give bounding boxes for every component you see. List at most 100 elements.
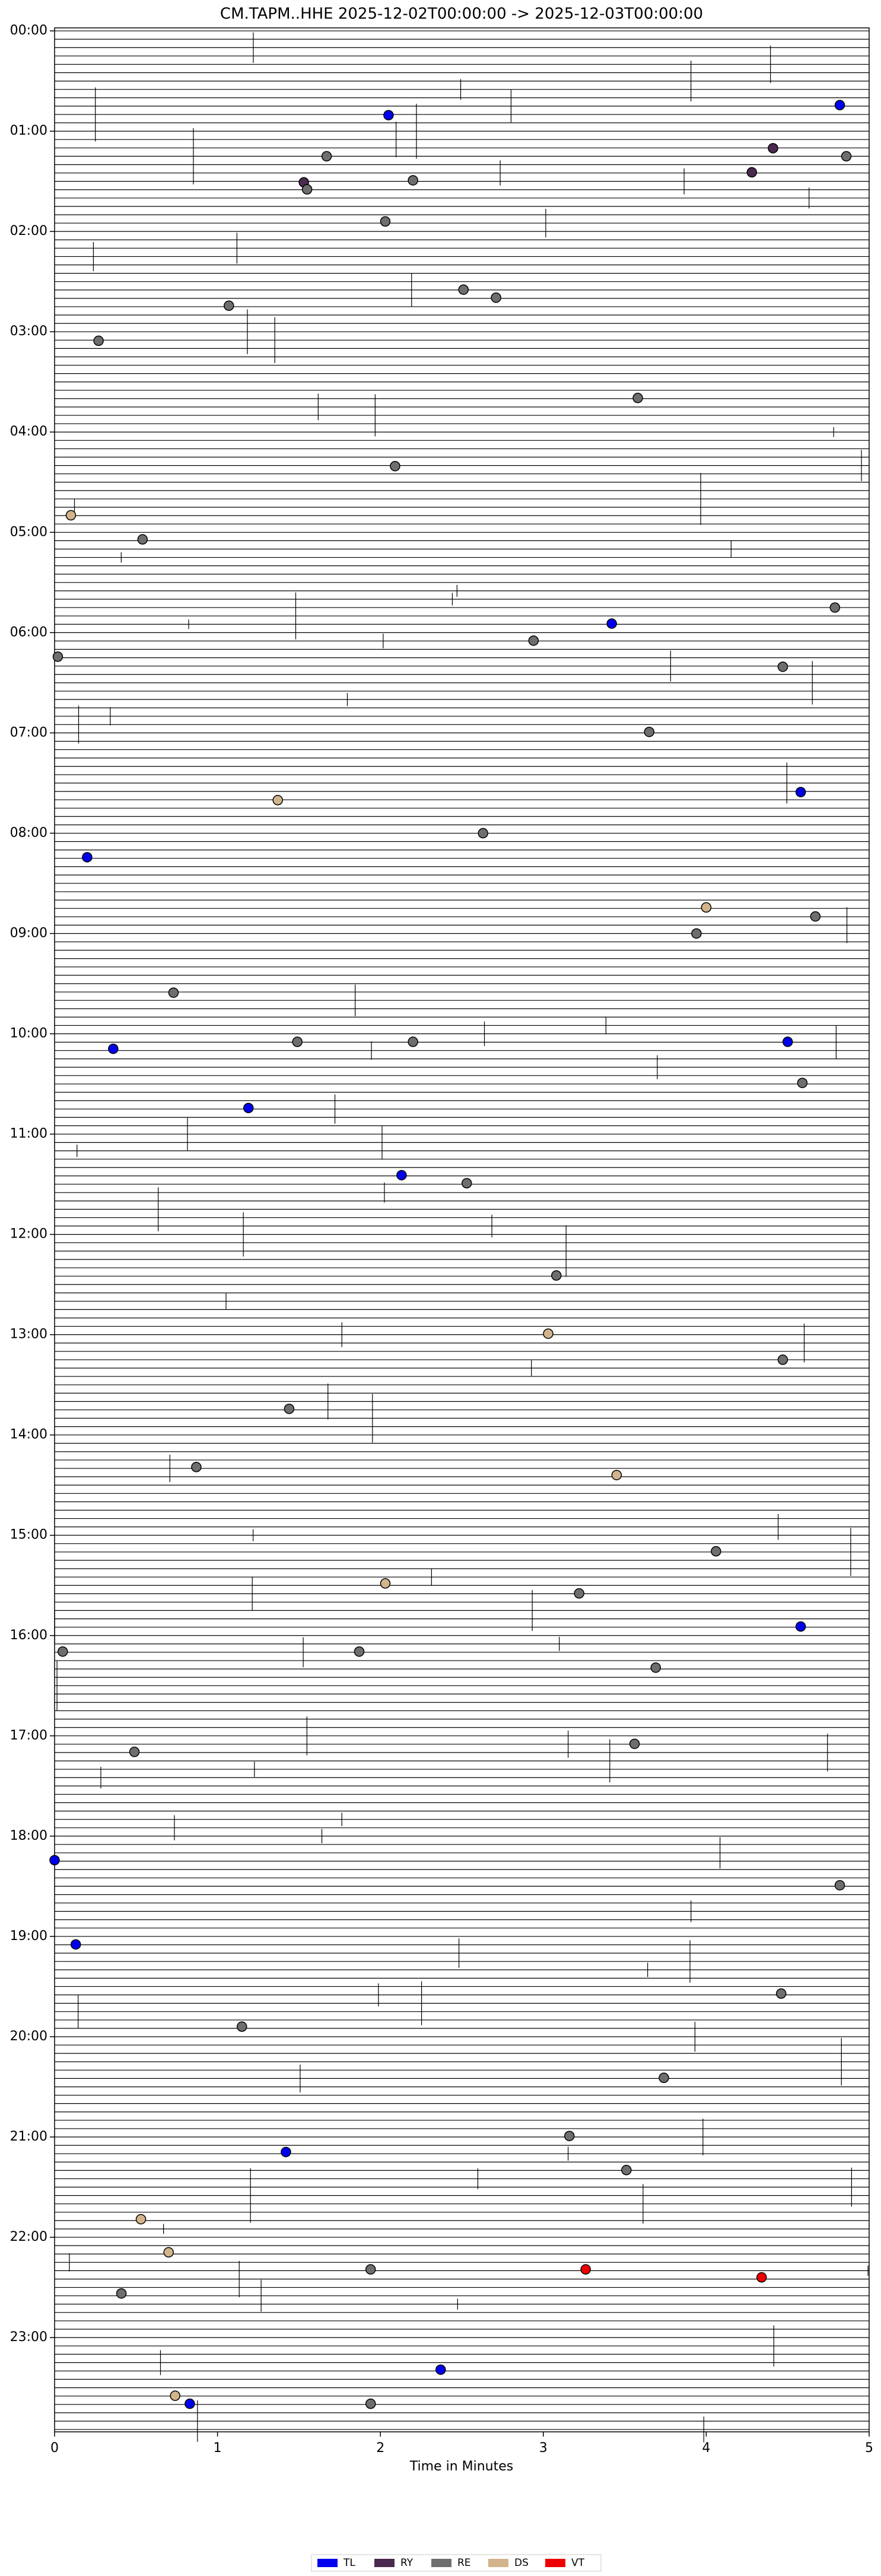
y-tick-label: 18:00: [10, 1828, 47, 1843]
legend-label: DS: [514, 2557, 529, 2569]
legend-swatch: [374, 2559, 395, 2567]
event-marker: [52, 651, 63, 662]
event-marker: [383, 110, 394, 120]
y-tick-label: 20:00: [10, 2029, 47, 2044]
event-marker: [170, 2390, 180, 2401]
y-tick-label: 15:00: [10, 1528, 47, 1543]
y-tick-label: 23:00: [10, 2330, 47, 2345]
event-marker: [116, 2288, 127, 2299]
y-tick-label: 19:00: [10, 1929, 47, 1944]
legend-swatch: [488, 2559, 508, 2567]
event-marker: [632, 393, 643, 403]
event-marker: [829, 602, 841, 613]
event-marker: [281, 2146, 291, 2158]
y-tick-label: 17:00: [10, 1728, 47, 1743]
event-marker: [396, 1170, 407, 1181]
event-marker: [611, 1470, 622, 1481]
event-marker: [321, 151, 332, 162]
event-marker: [354, 1646, 365, 1657]
event-marker: [841, 151, 852, 162]
x-tick-label: 3: [539, 2441, 548, 2456]
legend-label: VT: [571, 2557, 585, 2569]
event-marker: [224, 300, 234, 311]
event-marker: [365, 2264, 376, 2275]
event-marker: [629, 1738, 640, 1750]
x-tick-label: 2: [376, 2441, 384, 2456]
event-marker: [551, 1270, 562, 1281]
y-tick-label: 22:00: [10, 2230, 47, 2244]
event-marker: [491, 292, 501, 303]
y-tick-label: 10:00: [10, 1026, 47, 1041]
legend-swatch: [431, 2559, 451, 2567]
y-tick-label: 01:00: [10, 123, 47, 138]
y-tick-label: 02:00: [10, 224, 47, 238]
event-marker: [408, 175, 418, 186]
event-marker: [93, 335, 104, 346]
event-marker: [797, 1077, 808, 1089]
y-tick-label: 08:00: [10, 825, 47, 840]
event-marker: [129, 1747, 140, 1757]
event-marker: [756, 2272, 767, 2283]
y-tick-label: 11:00: [10, 1127, 47, 1141]
y-tick-label: 21:00: [10, 2129, 47, 2144]
event-marker: [70, 1939, 81, 1950]
event-marker: [701, 902, 712, 913]
event-marker: [461, 1178, 472, 1189]
event-marker: [191, 1462, 202, 1473]
event-marker: [390, 460, 400, 472]
event-marker: [777, 1354, 788, 1365]
event-marker: [777, 662, 788, 672]
plot-frame: [54, 27, 870, 2432]
event-marker: [659, 2072, 669, 2084]
y-tick-label: 03:00: [10, 324, 47, 339]
event-marker: [163, 2247, 174, 2258]
event-marker: [458, 284, 469, 295]
y-tick-label: 05:00: [10, 524, 47, 539]
event-marker: [380, 216, 391, 227]
event-marker: [408, 1036, 418, 1047]
y-tick-label: 04:00: [10, 424, 47, 439]
event-marker: [691, 928, 702, 939]
event-marker: [810, 911, 821, 922]
chart-title: CM.TAPM..HHE 2025-12-02T00:00:00 -> 2025…: [220, 5, 703, 23]
event-marker: [435, 2364, 446, 2375]
event-marker: [782, 1036, 793, 1047]
event-marker: [574, 1588, 584, 1599]
y-tick-label: 00:00: [10, 23, 47, 38]
event-marker: [580, 2264, 591, 2275]
legend-swatch: [317, 2559, 338, 2567]
event-marker: [834, 100, 845, 110]
event-marker: [292, 1036, 303, 1047]
event-marker: [185, 2398, 195, 2409]
event-marker: [650, 1662, 661, 1673]
event-marker: [237, 2021, 247, 2032]
legend-label: RY: [400, 2557, 414, 2569]
event-marker: [746, 167, 758, 178]
event-marker: [478, 828, 488, 839]
event-marker: [243, 1102, 254, 1114]
event-marker: [365, 2398, 376, 2409]
legend-label: RE: [457, 2557, 471, 2569]
y-tick-label: 09:00: [10, 926, 47, 940]
traces: [54, 30, 869, 2443]
event-marker: [644, 726, 655, 737]
event-marker: [795, 787, 806, 797]
y-tick-label: 16:00: [10, 1628, 47, 1643]
x-tick-label: 4: [702, 2441, 710, 2456]
event-marker: [168, 987, 179, 998]
event-marker: [272, 794, 283, 806]
event-marker: [528, 635, 539, 646]
event-marker: [775, 1988, 787, 1999]
event-marker: [543, 1328, 554, 1339]
event-marker: [711, 1546, 721, 1557]
legend-swatch: [545, 2559, 565, 2567]
event-marker: [108, 1044, 119, 1054]
event-marker: [564, 2130, 575, 2142]
y-tick-label: 12:00: [10, 1227, 47, 1242]
y-tick-label: 14:00: [10, 1427, 47, 1442]
y-tick-label: 07:00: [10, 725, 47, 740]
event-marker: [65, 510, 77, 521]
event-marker: [621, 2165, 632, 2176]
y-tick-label: 06:00: [10, 625, 47, 640]
